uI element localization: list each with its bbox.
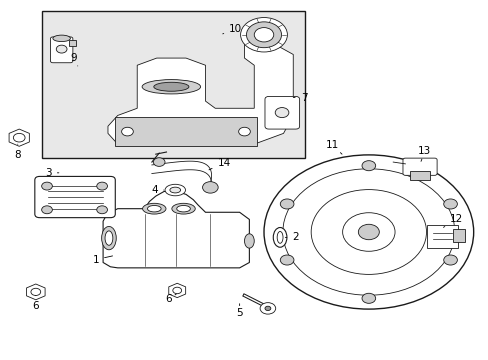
FancyBboxPatch shape: [452, 229, 464, 242]
Text: 10: 10: [223, 24, 242, 35]
FancyBboxPatch shape: [426, 225, 457, 248]
Ellipse shape: [56, 45, 67, 53]
Circle shape: [238, 127, 250, 136]
Circle shape: [342, 213, 394, 251]
Ellipse shape: [105, 231, 113, 245]
Circle shape: [97, 182, 107, 190]
Text: 5: 5: [236, 304, 243, 318]
Circle shape: [41, 182, 52, 190]
Text: 6: 6: [165, 294, 176, 304]
Text: 12: 12: [443, 215, 462, 227]
Ellipse shape: [147, 206, 161, 212]
Circle shape: [202, 182, 218, 193]
Text: 6: 6: [32, 296, 39, 311]
Ellipse shape: [171, 203, 195, 214]
Text: 8: 8: [15, 144, 21, 160]
Text: 7: 7: [293, 93, 306, 103]
Ellipse shape: [244, 234, 254, 248]
Text: 11: 11: [325, 140, 341, 154]
Circle shape: [13, 134, 25, 142]
Ellipse shape: [273, 228, 286, 247]
Circle shape: [282, 169, 454, 295]
FancyBboxPatch shape: [50, 37, 73, 63]
Circle shape: [443, 199, 456, 209]
Circle shape: [264, 155, 473, 309]
Circle shape: [254, 28, 273, 42]
Polygon shape: [103, 191, 249, 268]
Text: 13: 13: [417, 146, 430, 161]
Circle shape: [31, 288, 41, 296]
Circle shape: [361, 161, 375, 171]
Text: 1: 1: [92, 255, 112, 265]
Circle shape: [443, 255, 456, 265]
Circle shape: [264, 306, 270, 311]
Ellipse shape: [176, 206, 190, 212]
Bar: [69, 40, 76, 45]
Ellipse shape: [277, 231, 283, 243]
Circle shape: [310, 190, 426, 274]
Circle shape: [172, 287, 181, 294]
Ellipse shape: [154, 82, 188, 91]
Circle shape: [97, 206, 107, 214]
Circle shape: [280, 255, 293, 265]
FancyBboxPatch shape: [115, 117, 256, 146]
Circle shape: [280, 199, 293, 209]
Circle shape: [246, 22, 281, 48]
Bar: [42, 12, 305, 158]
Text: 14: 14: [208, 158, 230, 170]
Polygon shape: [108, 44, 293, 144]
Ellipse shape: [142, 80, 200, 94]
Ellipse shape: [169, 187, 180, 193]
Circle shape: [260, 303, 275, 314]
Text: 9: 9: [70, 53, 78, 66]
FancyBboxPatch shape: [35, 176, 115, 218]
Ellipse shape: [164, 184, 185, 196]
Text: 4: 4: [151, 185, 163, 195]
Text: 2: 2: [285, 232, 298, 242]
FancyBboxPatch shape: [402, 158, 436, 175]
FancyBboxPatch shape: [409, 171, 429, 180]
Text: 3: 3: [45, 168, 59, 178]
Circle shape: [240, 18, 287, 52]
FancyBboxPatch shape: [264, 96, 299, 129]
Ellipse shape: [53, 35, 70, 41]
Circle shape: [275, 108, 288, 118]
Circle shape: [122, 127, 133, 136]
Circle shape: [153, 158, 164, 166]
Ellipse shape: [102, 226, 116, 250]
Circle shape: [41, 206, 52, 214]
Ellipse shape: [142, 203, 165, 214]
Circle shape: [361, 293, 375, 303]
Circle shape: [358, 224, 379, 240]
